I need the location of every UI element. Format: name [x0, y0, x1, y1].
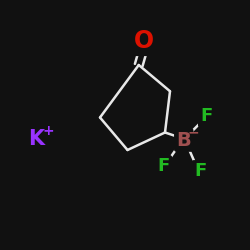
Text: O: O: [134, 29, 154, 53]
Text: F: F: [200, 107, 212, 125]
Text: F: F: [194, 162, 206, 180]
Text: +: +: [42, 124, 54, 138]
Text: B: B: [176, 130, 191, 150]
Text: F: F: [158, 157, 170, 175]
Text: K: K: [28, 129, 44, 149]
Text: −: −: [188, 126, 199, 140]
